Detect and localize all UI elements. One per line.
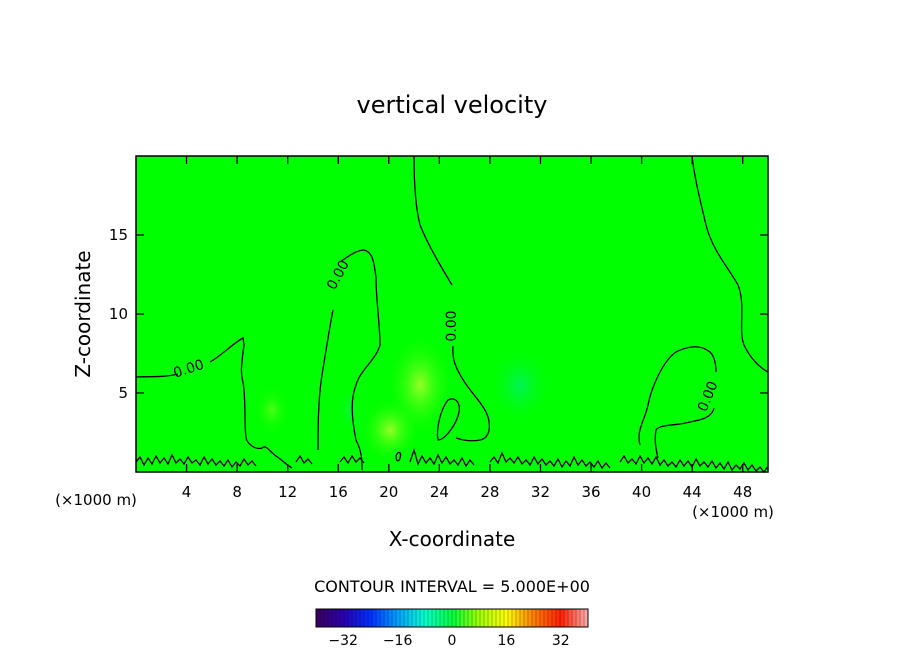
y-tick-label: 10 — [109, 305, 128, 323]
x-tick-label: 32 — [531, 483, 550, 501]
x-tick-label: 12 — [278, 483, 297, 501]
colorbar-tick-label: 32 — [552, 633, 570, 649]
velocity-field — [136, 156, 768, 472]
contour-right — [691, 155, 769, 373]
contour-center-left — [317, 249, 381, 471]
contour-right-lower — [638, 346, 717, 459]
contour-left — [135, 337, 293, 469]
colorbar-tick-label: −32 — [328, 633, 358, 649]
contour-lines — [135, 155, 769, 474]
x-axis-label: X-coordinate — [389, 527, 516, 551]
chart-title: vertical velocity — [357, 91, 548, 119]
y-axis-label: Z-coordinate — [71, 250, 95, 377]
x-tick-label: 48 — [733, 483, 752, 501]
x-tick-label: 36 — [581, 483, 600, 501]
x-tick-label: 4 — [182, 483, 192, 501]
x-tick-label: 28 — [480, 483, 499, 501]
x-tick-label: 20 — [379, 483, 398, 501]
colorbar-tick-label: 0 — [448, 633, 457, 649]
x-unit-left: (×1000 m) — [55, 491, 137, 509]
y-tick-label: 5 — [118, 384, 128, 402]
y-tick-label: 15 — [109, 226, 128, 244]
x-axis: 4 8 12 16 20 24 28 32 36 40 44 48 — [182, 156, 752, 501]
colorbar — [315, 608, 589, 628]
colorbar-tick-label: −16 — [383, 633, 413, 649]
colorbar-tick-label: 16 — [497, 633, 515, 649]
contour-center — [413, 155, 491, 442]
colorbar-ticks: −32 −16 0 16 32 — [328, 633, 569, 649]
y-axis: 5 10 15 — [109, 226, 768, 402]
x-tick-label: 16 — [329, 483, 348, 501]
x-tick-label: 24 — [430, 483, 449, 501]
x-tick-label: 8 — [232, 483, 242, 501]
contour-closed-small — [436, 398, 460, 441]
contour-tiny — [395, 451, 402, 462]
x-unit-right: (×1000 m) — [692, 503, 774, 521]
contour-surface-noise — [135, 447, 769, 474]
contour-label: 0.00 — [444, 310, 460, 341]
contour-interval-text: CONTOUR INTERVAL = 5.000E+00 — [314, 577, 590, 596]
x-tick-label: 44 — [683, 483, 702, 501]
x-tick-label: 40 — [632, 483, 651, 501]
colorbar-frame — [315, 608, 589, 628]
field-anomalies — [254, 333, 552, 464]
